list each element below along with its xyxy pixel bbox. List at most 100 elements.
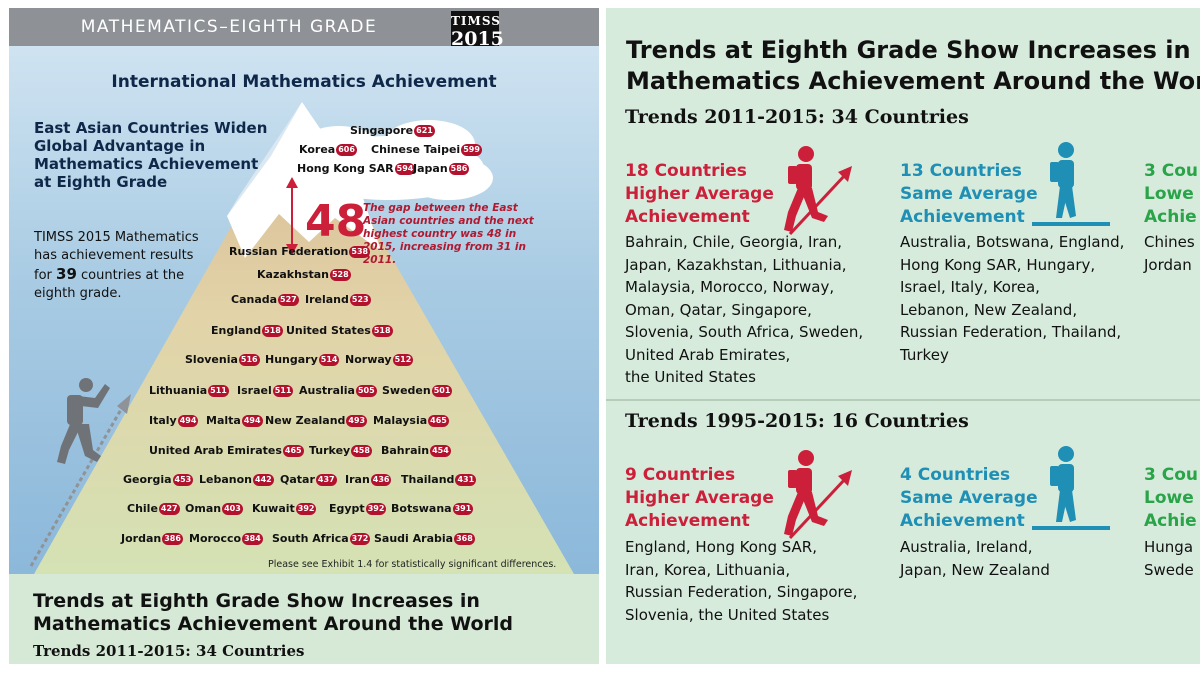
trends-footer-band bbox=[9, 574, 599, 664]
score-badge: 465 bbox=[428, 415, 449, 427]
country-label: Ireland 523 bbox=[305, 293, 371, 306]
climber-icon bbox=[57, 378, 110, 464]
country-label: Egypt 392 bbox=[329, 502, 387, 515]
gap-value: 48 bbox=[305, 196, 367, 247]
score-badge: 392 bbox=[365, 503, 387, 515]
country-label: Malaysia 465 bbox=[373, 414, 449, 427]
country-label: Israel 511 bbox=[237, 384, 294, 397]
country-label: Bahrain 454 bbox=[381, 444, 451, 457]
country-label: Russian Federation 538 bbox=[229, 245, 371, 258]
gap-arrow-icon bbox=[286, 177, 298, 255]
same-country-list: Australia, Botswana, England, Hong Kong … bbox=[900, 233, 1125, 364]
east-asia-heading: East Asian Countries Widen Global Advant… bbox=[34, 119, 268, 191]
right-infographic: Trends at Eighth Grade Show Increases in… bbox=[606, 8, 1200, 664]
subject-banner-text: MATHEMATICS–EIGHTH GRADE bbox=[80, 17, 378, 37]
climbing-path-arrow-icon bbox=[29, 394, 131, 567]
score-badge: 514 bbox=[318, 354, 340, 366]
gap-note: The gap between the East Asian countries… bbox=[363, 202, 534, 266]
section-heading-1995-2015: Trends 1995-2015: 16 Countries bbox=[625, 410, 969, 432]
timss-logo-text: TIMSS bbox=[451, 14, 501, 28]
score-badge: 368 bbox=[454, 533, 475, 545]
timss-logo-year: 2015 bbox=[451, 28, 504, 50]
lower-country-list: Hunga Swede bbox=[1144, 538, 1194, 579]
country-label: Georgia 453 bbox=[123, 473, 194, 486]
score-badge: 586 bbox=[448, 163, 470, 175]
country-label: Japan 586 bbox=[413, 162, 470, 175]
same-country-list: Australia, Ireland, Japan, New Zealand bbox=[900, 538, 1050, 579]
country-label: Oman 403 bbox=[185, 502, 243, 515]
country-label: Turkey 458 bbox=[309, 444, 372, 457]
country-label: Korea 606 bbox=[299, 143, 357, 156]
country-label: Sweden 501 bbox=[382, 384, 453, 397]
score-badge: 384 bbox=[242, 533, 263, 545]
score-badge: 436 bbox=[370, 474, 392, 486]
trends-footer-subtitle: Trends 2011-2015: 34 Countries bbox=[33, 642, 305, 660]
exhibit-note: Please see Exhibit 1.4 for statistically… bbox=[268, 559, 557, 570]
section-divider bbox=[606, 399, 1200, 401]
country-label: Norway 512 bbox=[345, 353, 414, 366]
score-badge: 392 bbox=[295, 503, 317, 515]
score-badge: 528 bbox=[329, 269, 351, 281]
snow-shadow bbox=[227, 102, 302, 216]
country-label: Malta 494 bbox=[206, 414, 263, 427]
trends-footer-title: Trends at Eighth Grade Show Increases in… bbox=[33, 590, 514, 635]
trends-title: Trends at Eighth Grade Show Increases in… bbox=[626, 36, 1200, 95]
body-count: 39 bbox=[56, 265, 77, 283]
country-label: Qatar 437 bbox=[280, 473, 337, 486]
score-badge: 465 bbox=[282, 445, 304, 457]
climbing-up-icon bbox=[784, 450, 852, 540]
score-badge: 403 bbox=[222, 503, 243, 515]
country-label: England 518 bbox=[211, 324, 283, 337]
country-label: Hong Kong SAR 594 bbox=[297, 162, 416, 175]
country-label: Saudi Arabia 368 bbox=[374, 532, 475, 545]
same-group-heading: 13 Countries Same Average Achievement bbox=[900, 161, 1038, 227]
country-label: Lebanon 442 bbox=[199, 473, 274, 486]
score-badge: 599 bbox=[461, 144, 482, 156]
score-badge: 437 bbox=[315, 474, 337, 486]
climbing-up-icon bbox=[784, 146, 852, 236]
country-label: United States 518 bbox=[286, 324, 393, 337]
score-badge: 391 bbox=[452, 503, 474, 515]
score-badge: 494 bbox=[241, 415, 263, 427]
score-badge: 511 bbox=[272, 385, 294, 397]
higher-country-list: England, Hong Kong SAR, Iran, Korea, Lit… bbox=[625, 538, 858, 624]
country-label: Kazakhstan 528 bbox=[257, 268, 351, 281]
country-label: Iran 436 bbox=[345, 473, 392, 486]
lower-country-list: Chines Jordan bbox=[1144, 233, 1195, 274]
country-label: Australia 505 bbox=[299, 384, 377, 397]
score-badge: 518 bbox=[262, 325, 283, 337]
country-label: Thailand 431 bbox=[401, 473, 477, 486]
country-label: Jordan 386 bbox=[121, 532, 183, 545]
country-label: United Arab Emirates 465 bbox=[149, 444, 304, 457]
score-badge: 527 bbox=[278, 294, 299, 306]
score-badge: 505 bbox=[355, 385, 377, 397]
section-heading-2011-2015: Trends 2011-2015: 34 Countries bbox=[625, 106, 969, 128]
country-label: Botswana 391 bbox=[391, 502, 474, 515]
country-label: Morocco 384 bbox=[189, 532, 263, 545]
country-label: Canada 527 bbox=[231, 293, 299, 306]
country-label: Kuwait 392 bbox=[252, 502, 317, 515]
score-badge: 453 bbox=[172, 474, 194, 486]
lower-group-heading: 3 Cou Lowe Achie bbox=[1144, 161, 1199, 227]
score-badge: 386 bbox=[162, 533, 183, 545]
body-text-pre: TIMSS 2015 Mathematics has achievement r… bbox=[34, 230, 199, 283]
chart-headline: International Mathematics Achievement bbox=[111, 72, 497, 92]
same-group-heading: 4 Countries Same Average Achievement bbox=[900, 465, 1038, 531]
score-badge: 458 bbox=[351, 445, 372, 457]
score-badge: 523 bbox=[349, 294, 371, 306]
country-label: Chile 427 bbox=[127, 502, 180, 515]
score-badge: 538 bbox=[349, 246, 371, 258]
score-badge: 442 bbox=[253, 474, 274, 486]
lower-group-heading: 3 Cou Lowe Achie bbox=[1144, 465, 1199, 531]
score-badge: 494 bbox=[177, 415, 199, 427]
score-badge: 512 bbox=[392, 354, 414, 366]
country-label: Chinese Taipei 599 bbox=[371, 143, 482, 156]
country-label: Hungary 514 bbox=[265, 353, 340, 366]
country-label: New Zealand 493 bbox=[265, 414, 368, 427]
score-badge: 511 bbox=[208, 385, 229, 397]
country-label: Italy 494 bbox=[149, 414, 199, 427]
country-label: Singapore 621 bbox=[350, 124, 435, 137]
score-badge: 606 bbox=[336, 144, 357, 156]
score-badge: 493 bbox=[346, 415, 368, 427]
walking-icon bbox=[1032, 446, 1110, 530]
